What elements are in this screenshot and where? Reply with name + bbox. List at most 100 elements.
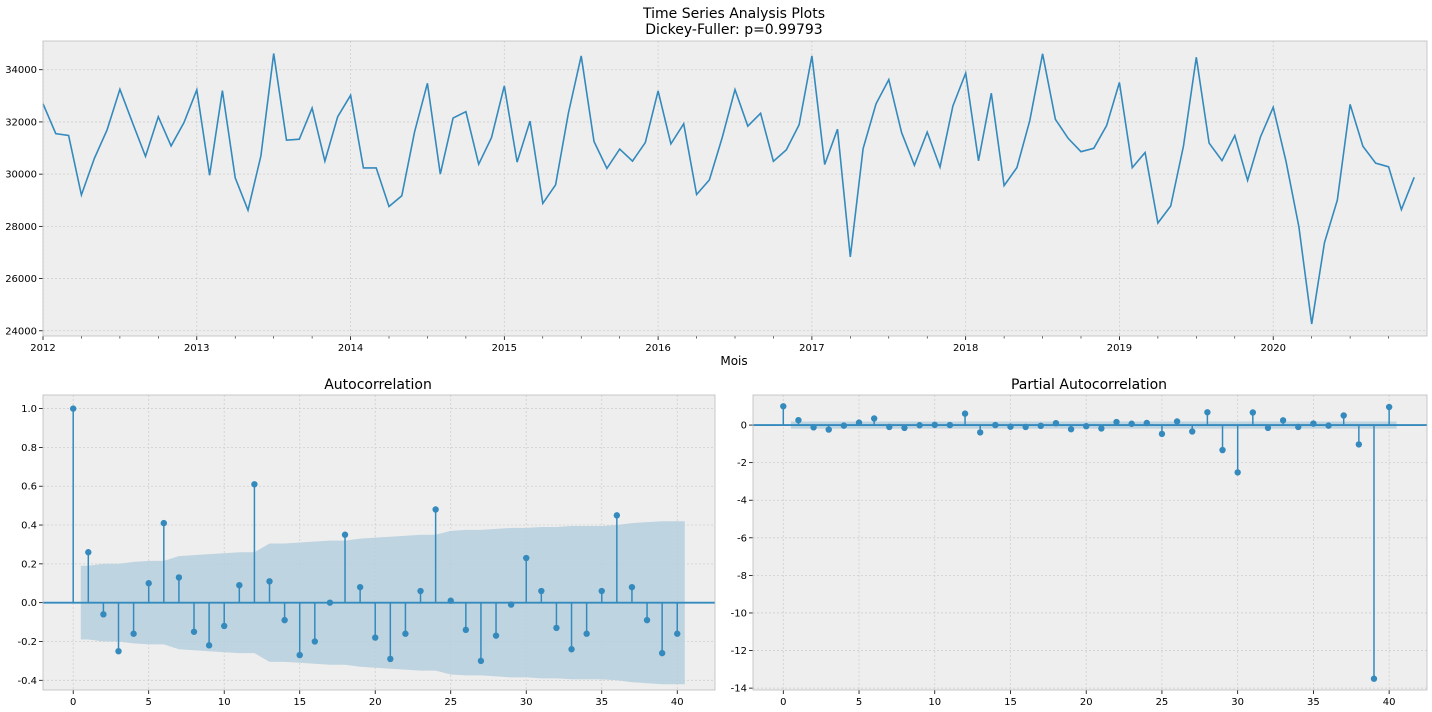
- acf-ytick-label: 0.8: [21, 443, 37, 454]
- ts-xtick-label: 2016: [645, 343, 670, 354]
- acf-xtick-label: 40: [671, 697, 684, 708]
- pacf-xtick-label: 30: [1231, 697, 1244, 708]
- acf-stem-marker: [175, 574, 183, 581]
- acf-stem-marker: [432, 506, 439, 513]
- pacf-stem-marker: [1098, 425, 1105, 432]
- pacf-stem-marker: [1158, 430, 1166, 438]
- ts-xtick-label: 2019: [1107, 343, 1132, 354]
- pacf-stem-marker: [1113, 418, 1120, 426]
- ts-xtick-label: 2014: [338, 343, 363, 354]
- ts-xtick-label: 2013: [184, 343, 209, 354]
- acf-stem-marker: [145, 580, 152, 587]
- pacf-xtick-label: 25: [1156, 697, 1169, 708]
- ts-xtick-label: 2018: [953, 343, 978, 354]
- acf-xtick-label: 25: [444, 697, 457, 708]
- pacf-stem-marker: [886, 423, 893, 431]
- acf-ytick-label: -0.4: [17, 676, 37, 687]
- pacf-stem-marker: [976, 429, 984, 436]
- pacf-ytick-label: -12: [731, 646, 747, 657]
- figure-title-line2: Dickey-Fuller: p=0.99793: [645, 22, 822, 38]
- acf-stem-marker: [387, 655, 394, 663]
- ts-ytick-label: 24000: [5, 326, 37, 337]
- acf-stem-marker: [492, 632, 500, 639]
- acf-ytick-label: 0.2: [21, 559, 37, 570]
- acf-xtick-label: 15: [293, 697, 306, 708]
- acf-xtick-label: 5: [146, 697, 152, 708]
- pacf-stem-marker: [1234, 469, 1241, 476]
- pacf-stem-marker: [1325, 422, 1332, 429]
- pacf-stem-marker: [961, 410, 969, 417]
- time-series-plot: 24000 26000 28000 30000 32000 34000 2012 2013 20…: [5, 40, 1428, 354]
- acf-stem-marker: [417, 587, 424, 595]
- acf-stem-marker: [326, 599, 334, 606]
- acf-stem-marker: [598, 587, 605, 595]
- pacf-ytick-label: -8: [737, 571, 747, 582]
- acf-stem-marker: [583, 630, 590, 637]
- acf-ytick-label: 1.0: [21, 404, 37, 415]
- pacf-xtick-label: 35: [1307, 697, 1320, 708]
- ts-xtick-label: 2017: [799, 343, 824, 354]
- acf-stem-marker: [130, 630, 137, 637]
- acf-xtick-label: 30: [520, 697, 533, 708]
- pacf-ytick-label: 0: [741, 421, 747, 432]
- pacf-stem-marker: [1340, 412, 1347, 419]
- pacf-stem-marker: [1204, 409, 1211, 416]
- acf-xtick-label: 0: [70, 697, 76, 708]
- pacf-stem-marker: [992, 421, 999, 429]
- autocorrelation-plot: -0.4 -0.2 0.0 0.2 0.4 0.6 0.8 1.0 0 5 10 15 20 25 30 35…: [17, 377, 716, 708]
- pacf-stem-marker: [931, 421, 938, 429]
- x-axis-label: Mois: [720, 354, 747, 368]
- ts-ytick-label: 26000: [5, 274, 37, 285]
- pacf-stem-marker: [1189, 428, 1196, 435]
- acf-stem-marker: [115, 647, 122, 655]
- acf-ytick-label: 0.0: [21, 598, 37, 609]
- acf-stem-marker: [100, 611, 107, 618]
- acf-xtick-label: 20: [369, 697, 382, 708]
- ts-frame: [42, 40, 1428, 337]
- pacf-title: Partial Autocorrelation: [1011, 377, 1167, 393]
- acf-xtick-label: 10: [218, 697, 231, 708]
- pacf-stem-marker: [1067, 425, 1075, 433]
- acf-stem-marker: [190, 628, 198, 635]
- acf-stem-marker: [70, 405, 77, 412]
- ts-xtick-label: 2012: [30, 343, 55, 354]
- pacf-stem-marker: [780, 403, 787, 410]
- pacf-stem-marker: [1083, 422, 1090, 430]
- acf-stem-marker: [85, 549, 92, 556]
- pacf-xtick-label: 5: [856, 697, 862, 708]
- acf-stem-marker: [236, 581, 243, 589]
- pacf-stem-marker: [825, 426, 832, 433]
- pacf-stem-marker: [1022, 423, 1029, 431]
- pacf-stem-marker: [1052, 419, 1060, 427]
- ts-xtick-label: 2020: [1260, 343, 1285, 354]
- pacf-frame: [752, 394, 1428, 691]
- pacf-xtick-label: 0: [780, 697, 786, 708]
- acf-xtick-label: 35: [595, 697, 608, 708]
- ts-ytick-label: 34000: [5, 65, 37, 76]
- pacf-stem-marker: [1385, 403, 1393, 411]
- acf-stem-marker: [311, 638, 319, 645]
- acf-stem-marker: [523, 554, 530, 562]
- ts-series-line: [42, 53, 1415, 325]
- pacf-ytick-label: -14: [731, 684, 747, 695]
- acf-stem-marker: [402, 630, 409, 637]
- pacf-ytick-label: -6: [737, 533, 747, 544]
- pacf-ytick-label: -2: [737, 458, 747, 469]
- pacf-stem-marker: [840, 422, 848, 429]
- acf-title: Autocorrelation: [324, 377, 432, 393]
- pacf-stem-marker: [916, 422, 923, 429]
- acf-stem-marker: [266, 578, 273, 585]
- pacf-xtick-label: 20: [1080, 697, 1093, 708]
- pacf-stem-marker: [1037, 422, 1044, 430]
- acf-stem-marker: [160, 519, 168, 527]
- pacf-stem-marker: [795, 416, 802, 424]
- acf-stem-marker: [628, 583, 636, 591]
- acf-stem-marker: [538, 587, 545, 595]
- acf-stem-marker: [674, 630, 681, 637]
- acf-stem-marker: [507, 601, 515, 608]
- acf-stem-marker: [658, 649, 666, 657]
- acf-stem-marker: [568, 646, 575, 653]
- pacf-stem-marker: [1295, 423, 1302, 431]
- pacf-stem-marker: [1279, 417, 1287, 424]
